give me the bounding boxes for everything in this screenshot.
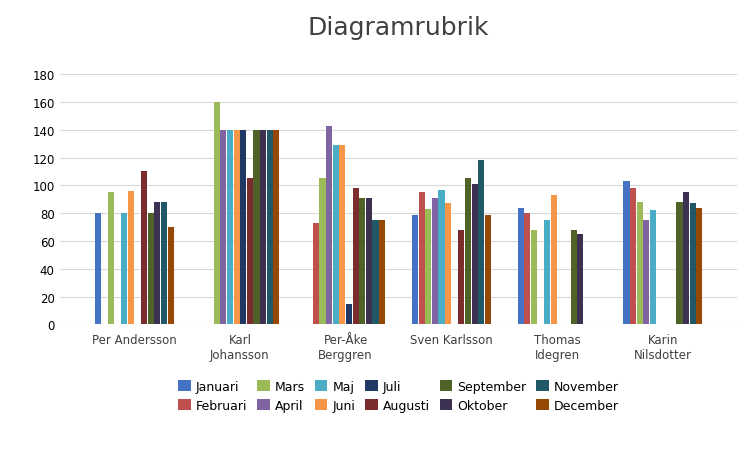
- Bar: [346, 304, 352, 325]
- Bar: [240, 130, 247, 325]
- Bar: [234, 130, 240, 325]
- Bar: [550, 196, 557, 325]
- Bar: [432, 198, 438, 325]
- Bar: [517, 208, 524, 325]
- Bar: [531, 230, 537, 325]
- Bar: [643, 221, 650, 325]
- Bar: [623, 182, 629, 325]
- Bar: [273, 130, 280, 325]
- Bar: [458, 230, 465, 325]
- Bar: [412, 215, 418, 325]
- Bar: [253, 130, 259, 325]
- Bar: [478, 161, 484, 325]
- Bar: [260, 130, 266, 325]
- Bar: [108, 193, 114, 325]
- Bar: [95, 214, 101, 325]
- Bar: [168, 228, 174, 325]
- Bar: [227, 130, 233, 325]
- Bar: [524, 214, 530, 325]
- Bar: [485, 215, 491, 325]
- Title: Diagramrubrik: Diagramrubrik: [308, 16, 490, 40]
- Bar: [578, 235, 584, 325]
- Bar: [128, 192, 134, 325]
- Bar: [267, 130, 273, 325]
- Bar: [161, 202, 167, 325]
- Bar: [154, 202, 160, 325]
- Bar: [472, 184, 478, 325]
- Bar: [220, 130, 226, 325]
- Bar: [141, 172, 147, 325]
- Bar: [650, 211, 656, 325]
- Bar: [147, 214, 154, 325]
- Bar: [419, 193, 425, 325]
- Bar: [544, 221, 550, 325]
- Bar: [465, 179, 471, 325]
- Bar: [121, 214, 127, 325]
- Bar: [247, 179, 253, 325]
- Bar: [320, 179, 326, 325]
- Bar: [445, 204, 451, 325]
- Bar: [379, 221, 385, 325]
- Bar: [637, 202, 643, 325]
- Bar: [365, 198, 372, 325]
- Bar: [690, 204, 696, 325]
- Bar: [683, 193, 689, 325]
- Bar: [359, 198, 365, 325]
- Bar: [214, 103, 220, 325]
- Bar: [313, 223, 319, 325]
- Bar: [332, 146, 339, 325]
- Bar: [353, 189, 359, 325]
- Bar: [339, 146, 345, 325]
- Legend: Januari, Februari, Mars, April, Maj, Juni, Juli, Augusti, September, Oktober, No: Januari, Februari, Mars, April, Maj, Jun…: [178, 380, 619, 412]
- Bar: [425, 210, 432, 325]
- Bar: [696, 208, 702, 325]
- Bar: [326, 126, 332, 325]
- Bar: [372, 221, 378, 325]
- Bar: [630, 189, 636, 325]
- Bar: [677, 202, 683, 325]
- Bar: [438, 190, 444, 325]
- Bar: [571, 230, 577, 325]
